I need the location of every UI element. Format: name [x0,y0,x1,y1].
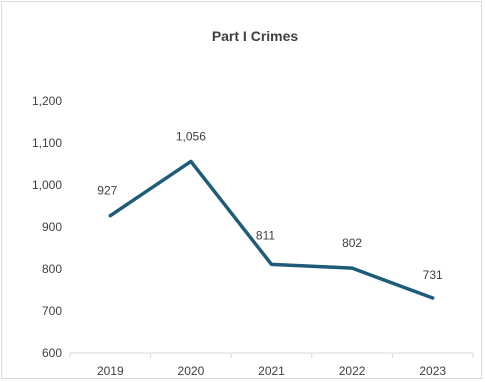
x-tick-label: 2022 [339,364,366,378]
data-point [270,262,273,266]
y-tick-label: 900 [42,220,62,234]
data-labels: 927 1,056 811 802 731 [97,129,443,282]
y-tick-label: 1,000 [32,178,62,192]
x-tick-label: 2023 [419,364,446,378]
series-layer [108,159,435,300]
y-tick-label: 1,200 [32,94,62,108]
data-label: 802 [342,236,362,250]
data-point [108,214,112,218]
data-label: 811 [256,228,275,242]
y-tick-label: 700 [42,304,62,318]
data-point [350,266,354,270]
data-label: 1,056 [176,129,206,143]
y-tick-label: 600 [42,346,62,360]
x-axis: 2019 2020 2021 2022 2023 [69,352,474,378]
chart-title: Part I Crimes [212,28,299,44]
y-tick-label: 1,100 [32,136,62,150]
x-tick-label: 2021 [258,364,285,378]
data-label: 927 [97,184,117,198]
data-point [189,159,193,163]
y-tick-label: 800 [42,262,62,276]
y-axis: 600 700 800 900 1,000 1,100 1,200 [32,94,62,360]
data-point [431,296,435,300]
x-tick-label: 2019 [97,364,124,378]
data-label: 731 [423,268,443,282]
x-tick-label: 2020 [178,364,205,378]
